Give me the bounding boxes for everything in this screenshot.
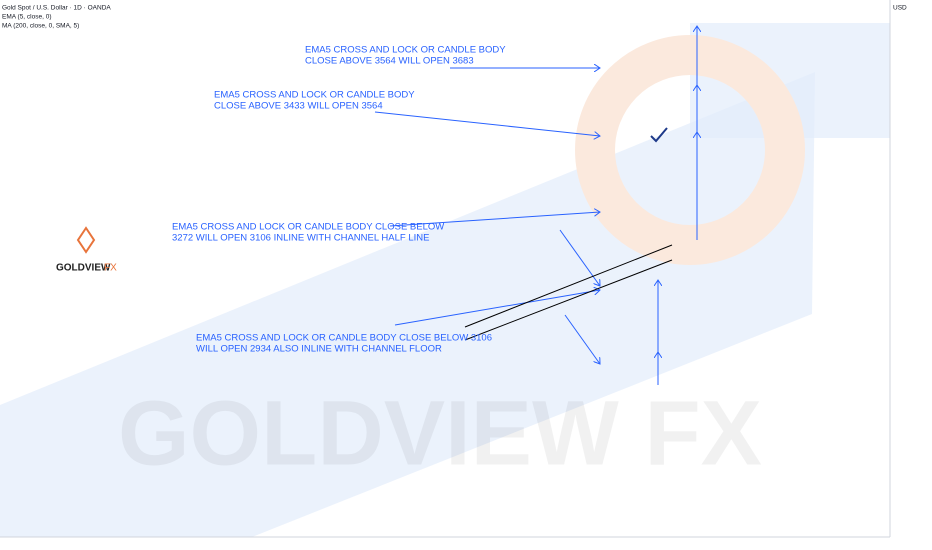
annotation: EMA5 CROSS AND LOCK OR CANDLE BODY CLOSE… [196,333,492,344]
annotations: EMA5 CROSS AND LOCK OR CANDLE BODY CLOSE… [172,45,506,355]
price-axis [890,0,932,550]
watermark-ring [575,35,805,265]
logo-suffix: FX [104,263,117,274]
annotation: CLOSE ABOVE 3433 WILL OPEN 3564 [214,101,383,112]
legend: Gold Spot / U.S. Dollar · 1D · OANDA EMA… [2,5,111,30]
ema-label: EMA (5, close, 0) [2,14,52,21]
watermark: GOLDVIEW FX [118,382,762,484]
arrows [374,26,697,385]
annotation: WILL OPEN 2934 ALSO INLINE WITH CHANNEL … [196,344,442,355]
annotation: CLOSE ABOVE 3564 WILL OPEN 3683 [305,56,474,67]
logo: GOLDVIEW FX [56,226,117,274]
symbol: Gold Spot / U.S. Dollar · 1D · OANDA [2,5,111,12]
annotation: EMA5 CROSS AND LOCK OR CANDLE BODY CLOSE… [172,222,444,233]
annotation: EMA5 CROSS AND LOCK OR CANDLE BODY [305,45,506,56]
ma-label: MA (200, close, 0, SMA, 5) [2,23,79,30]
annotation: 3272 WILL OPEN 3106 INLINE WITH CHANNEL … [172,233,429,244]
currency: USD [893,5,907,12]
logo-name: GOLDVIEW [56,263,111,274]
annotation: EMA5 CROSS AND LOCK OR CANDLE BODY [214,90,415,101]
